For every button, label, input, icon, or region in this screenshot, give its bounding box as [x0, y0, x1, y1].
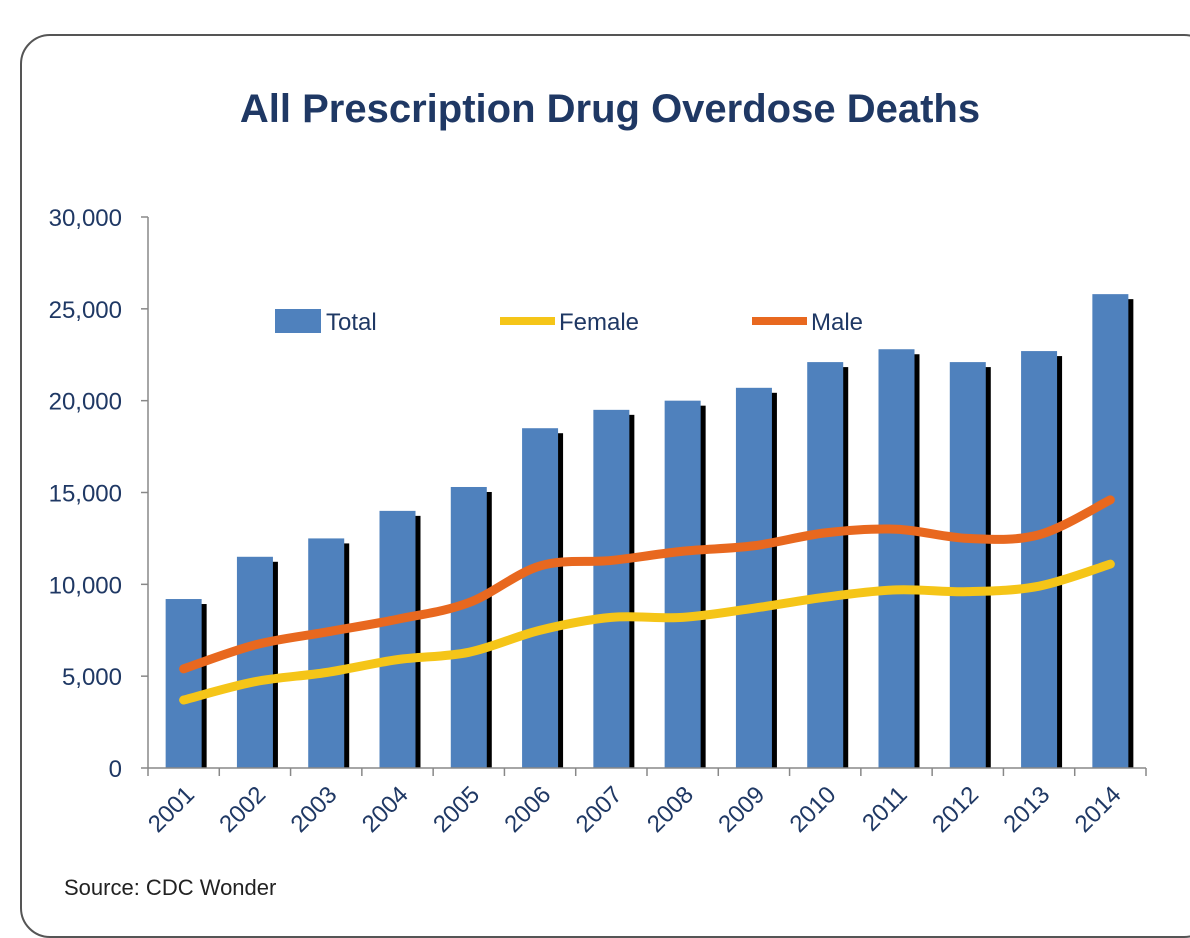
point-male-2003: [325, 631, 327, 633]
bar-2004: [379, 510, 416, 768]
point-female-2013: [1038, 585, 1040, 587]
bar-2014: [1092, 294, 1129, 768]
point-male-2012: [967, 537, 969, 539]
point-male-2004: [397, 618, 398, 620]
point-female-2001: [183, 699, 185, 701]
x-tick-label-2011: 2011: [857, 781, 913, 837]
y-tick-label: 0: [109, 756, 122, 783]
x-tick-label-2012: 2012: [927, 781, 984, 838]
point-female-2007: [610, 616, 612, 618]
x-tick-label-2014: 2014: [1070, 781, 1127, 838]
bar-2010: [807, 362, 844, 768]
point-male-2010: [824, 532, 826, 534]
point-female-2008: [682, 616, 684, 618]
x-tick-label-2009: 2009: [713, 781, 770, 838]
bar-2012: [949, 362, 986, 768]
y-tick-label: 5,000: [62, 664, 122, 691]
y-tick-label: 10,000: [49, 572, 122, 599]
point-female-2011: [896, 589, 897, 591]
point-female-2009: [753, 607, 755, 609]
x-tick-label-2005: 2005: [428, 781, 485, 838]
line-female: [179, 559, 1115, 705]
y-tick-label: 25,000: [49, 297, 122, 324]
point-male-2006: [539, 565, 541, 567]
source-note: Source: CDC Wonder: [64, 875, 276, 900]
y-tick-label: 30,000: [49, 205, 122, 232]
bar-2005: [450, 486, 487, 768]
bar-2002: [236, 556, 273, 768]
x-tick-label-2010: 2010: [785, 781, 842, 838]
point-male-2008: [682, 550, 684, 552]
point-male-2001: [183, 668, 185, 670]
x-tick-label-2001: 2001: [143, 781, 200, 838]
y-tick-label: 15,000: [49, 481, 122, 508]
legend-label-male: Male: [811, 309, 863, 336]
line-male: [179, 495, 1115, 674]
bar-2009: [735, 387, 772, 768]
lines-layer: [179, 495, 1115, 705]
point-male-2005: [468, 602, 470, 604]
x-tick-label-2007: 2007: [571, 781, 628, 838]
y-tick-label: 20,000: [49, 389, 122, 416]
point-female-2012: [967, 591, 969, 593]
point-male-2009: [753, 545, 755, 547]
x-tick-label-2006: 2006: [499, 781, 556, 838]
bar-2006: [522, 428, 559, 768]
point-male-2011: [896, 528, 897, 530]
x-tick-label-2008: 2008: [642, 781, 699, 838]
point-male-2013: [1038, 534, 1040, 536]
x-tick-label-2003: 2003: [286, 781, 343, 838]
chart-title: All Prescription Drug Overdose Deaths: [240, 87, 980, 131]
bar-2001: [165, 599, 202, 768]
x-tick-label-2013: 2013: [998, 781, 1055, 838]
legend: Total Female Male: [275, 309, 863, 336]
legend-label-female: Female: [559, 309, 639, 336]
point-female-2003: [325, 671, 327, 673]
bars-layer: [165, 294, 1134, 768]
point-female-2005: [468, 651, 470, 653]
point-male-2007: [610, 559, 612, 561]
bar-2003: [308, 538, 345, 768]
point-female-2004: [397, 659, 398, 661]
point-female-2010: [824, 596, 826, 598]
point-female-2014: [1109, 563, 1111, 565]
x-tick-label-2002: 2002: [214, 781, 271, 838]
legend-label-total: Total: [326, 309, 377, 336]
point-female-2002: [254, 681, 256, 683]
bar-2013: [1021, 351, 1058, 768]
bar-2011: [878, 349, 915, 768]
point-male-2014: [1109, 499, 1111, 501]
point-female-2006: [539, 629, 541, 631]
bar-2008: [664, 400, 701, 768]
bar-2007: [593, 409, 630, 768]
legend-swatch-total: [275, 309, 321, 333]
x-tick-label-2004: 2004: [357, 781, 414, 838]
point-male-2002: [254, 644, 256, 646]
